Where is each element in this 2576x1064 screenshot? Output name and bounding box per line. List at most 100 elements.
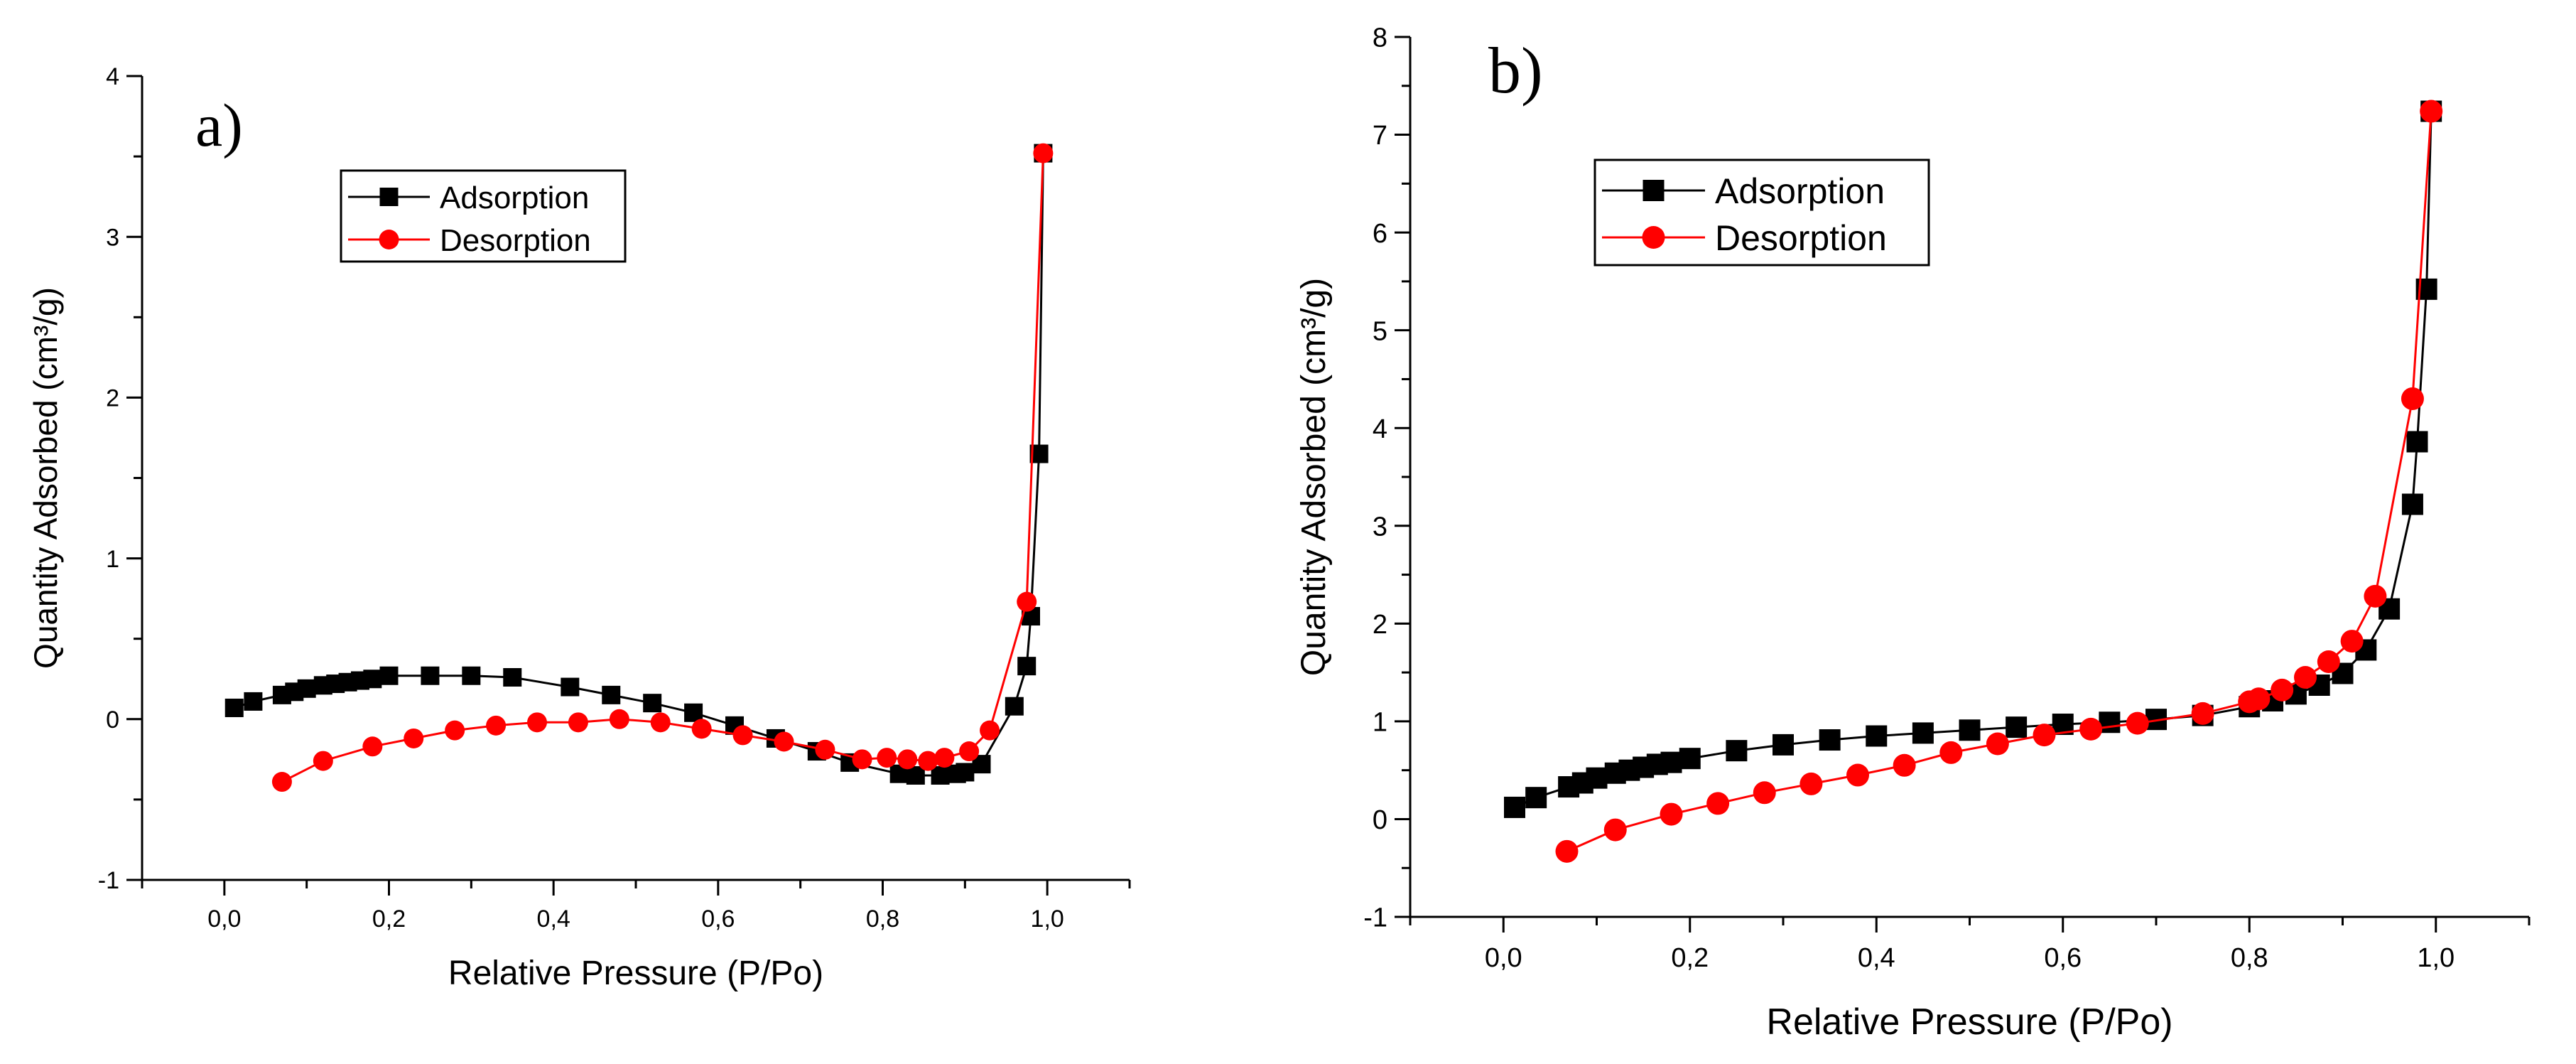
y-tick-label: 1 [106, 546, 119, 573]
panel-label: b) [1488, 34, 1543, 107]
data-point [980, 720, 1000, 741]
data-point [918, 751, 938, 771]
data-point [906, 765, 925, 785]
data-point [2033, 724, 2056, 747]
data-point [774, 731, 794, 752]
y-tick-label: -1 [98, 867, 119, 894]
data-point [1017, 657, 1037, 676]
data-point [404, 728, 424, 748]
series-desorption [271, 143, 1054, 792]
y-axis-label: Quantity Adsorbed (cm³/g) [27, 287, 64, 669]
data-point [2406, 431, 2428, 453]
chart-panel-b: 0,0 0,2 0,4 0,6 0,8 1,0 -1 0 1 2 3 4 5 6 7 8 Relative Pr… [1295, 23, 2531, 1043]
data-point [602, 685, 621, 704]
x-tick-label: 0,2 [1671, 943, 1709, 973]
y-tick-label: 2 [106, 385, 119, 412]
data-point [362, 736, 383, 757]
data-point [609, 709, 629, 729]
data-point [2099, 711, 2121, 733]
data-point [691, 719, 712, 739]
data-point [271, 772, 292, 792]
data-point [313, 751, 333, 771]
legend: Adsorption Desorption [1593, 158, 1930, 267]
data-point [421, 666, 440, 685]
data-point [2340, 630, 2364, 653]
data-point [684, 703, 703, 722]
data-point [1912, 722, 1934, 744]
data-point [2317, 650, 2340, 673]
data-point [1660, 802, 1683, 826]
data-point [1800, 772, 1823, 795]
data-point [1679, 748, 1701, 770]
y-axis-label: Quantity Adsorbed (cm³/g) [1295, 278, 1333, 676]
x-tick-label: 0,4 [1858, 943, 1895, 973]
data-point [2364, 584, 2387, 608]
y-tick-label: 5 [1373, 316, 1387, 346]
data-point [732, 725, 753, 746]
data-point [877, 748, 897, 768]
data-point [2294, 665, 2317, 689]
y-tick-label: 0 [106, 706, 119, 733]
data-point [2401, 387, 2424, 410]
data-point [2006, 716, 2028, 738]
data-point [956, 763, 975, 782]
x-tick-label: 1,0 [2417, 943, 2455, 973]
x-tick-label: 0,8 [2231, 943, 2268, 973]
data-point [2247, 687, 2271, 711]
data-point [1753, 781, 1776, 805]
y-tick-label: 2 [1373, 610, 1387, 640]
legend-label: Desorption [440, 223, 591, 258]
data-point [1819, 729, 1841, 751]
data-point [1033, 143, 1054, 163]
data-point [643, 694, 662, 713]
chart-panel-a: 0,0 0,2 0,4 0,6 0,8 1,0 -1 0 1 2 3 4 Relative Pressu… [27, 63, 1131, 992]
legend-label: Adsorption [440, 181, 589, 215]
data-point [1846, 763, 1869, 787]
data-point [897, 749, 918, 770]
data-point [486, 715, 507, 736]
y-tick-label: 8 [1373, 23, 1387, 53]
data-point [1726, 740, 1748, 762]
legend-marker-circle [379, 230, 399, 249]
y-tick-label: -1 [1363, 903, 1387, 933]
data-point [2191, 702, 2214, 725]
data-point [1504, 796, 1525, 818]
data-point [2271, 678, 2294, 702]
data-point [1017, 591, 1037, 612]
data-point [363, 670, 382, 689]
x-tick-label: 0,6 [2044, 943, 2082, 973]
x-tick-label: 0,8 [866, 906, 899, 933]
x-tick-label: 1,0 [1031, 906, 1064, 933]
data-point [1773, 733, 1794, 756]
data-point [1986, 732, 2009, 756]
data-point [1525, 787, 1547, 809]
data-point [2401, 493, 2423, 515]
data-point [959, 741, 980, 762]
data-point [1005, 697, 1024, 716]
data-point [1586, 767, 1608, 789]
legend-marker-square [379, 188, 399, 206]
data-point [1893, 753, 1916, 777]
legend-label: Desorption [1715, 218, 1887, 258]
x-axis-label: Relative Pressure (P/Po) [448, 955, 823, 992]
data-point [852, 749, 872, 770]
data-point [379, 666, 399, 685]
x-tick-label: 0,0 [1485, 943, 1522, 973]
legend-box [340, 169, 627, 263]
data-point [503, 667, 522, 687]
data-point [297, 679, 316, 698]
data-point [650, 712, 671, 733]
data-point [527, 712, 547, 733]
data-point [2126, 711, 2149, 735]
data-point [1660, 751, 1682, 773]
data-point [445, 720, 465, 741]
data-point [568, 712, 588, 733]
x-tick-label: 0,2 [372, 906, 406, 933]
y-tick-label: 1 [1373, 708, 1387, 738]
data-point [1603, 818, 1627, 842]
legend: Adsorption Desorption [340, 169, 627, 263]
data-point [815, 739, 835, 760]
x-axis-label: Relative Pressure (P/Po) [1766, 1001, 2172, 1043]
y-tick-label: 6 [1373, 219, 1387, 249]
